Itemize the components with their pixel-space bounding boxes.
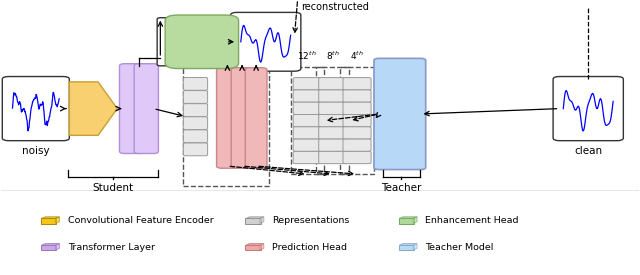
FancyBboxPatch shape	[41, 218, 56, 224]
FancyBboxPatch shape	[245, 68, 267, 168]
FancyBboxPatch shape	[343, 102, 371, 114]
FancyBboxPatch shape	[319, 102, 347, 114]
FancyBboxPatch shape	[183, 117, 207, 130]
FancyBboxPatch shape	[120, 64, 144, 153]
FancyBboxPatch shape	[183, 90, 207, 103]
FancyBboxPatch shape	[134, 64, 159, 153]
Bar	[291, 67, 324, 174]
Polygon shape	[413, 217, 417, 223]
Polygon shape	[413, 244, 417, 250]
FancyBboxPatch shape	[319, 90, 347, 102]
Text: Teacher: Teacher	[381, 183, 421, 193]
Polygon shape	[246, 217, 264, 218]
FancyBboxPatch shape	[293, 139, 321, 151]
FancyBboxPatch shape	[165, 15, 239, 68]
Polygon shape	[399, 244, 417, 245]
FancyBboxPatch shape	[553, 76, 623, 141]
FancyBboxPatch shape	[319, 127, 347, 139]
FancyBboxPatch shape	[343, 78, 371, 90]
FancyBboxPatch shape	[293, 78, 321, 90]
FancyBboxPatch shape	[343, 139, 371, 151]
FancyBboxPatch shape	[319, 78, 347, 90]
FancyBboxPatch shape	[374, 58, 426, 170]
FancyBboxPatch shape	[157, 18, 208, 66]
FancyBboxPatch shape	[216, 68, 238, 168]
Text: reconstructed: reconstructed	[301, 2, 369, 12]
Text: Representations: Representations	[272, 216, 349, 225]
Text: 12$^{th}$: 12$^{th}$	[298, 50, 317, 62]
Text: 8$^{th}$: 8$^{th}$	[326, 50, 340, 62]
FancyBboxPatch shape	[293, 102, 321, 114]
Polygon shape	[399, 217, 417, 218]
FancyBboxPatch shape	[319, 139, 347, 151]
FancyBboxPatch shape	[293, 127, 321, 139]
FancyBboxPatch shape	[399, 218, 414, 224]
Text: Student: Student	[93, 183, 134, 193]
FancyBboxPatch shape	[293, 114, 321, 127]
FancyBboxPatch shape	[230, 12, 301, 71]
FancyBboxPatch shape	[319, 114, 347, 127]
Polygon shape	[260, 217, 264, 223]
FancyBboxPatch shape	[183, 104, 207, 117]
FancyBboxPatch shape	[399, 245, 414, 250]
Text: Enhancement Head: Enhancement Head	[426, 216, 519, 225]
Polygon shape	[56, 244, 60, 250]
Text: 4$^{th}$: 4$^{th}$	[350, 50, 364, 62]
FancyBboxPatch shape	[343, 90, 371, 102]
Polygon shape	[42, 244, 60, 245]
FancyBboxPatch shape	[245, 218, 260, 224]
Text: Transformer Layer: Transformer Layer	[68, 243, 155, 252]
FancyBboxPatch shape	[319, 151, 347, 164]
Bar	[182, 66, 269, 186]
Polygon shape	[246, 244, 264, 245]
Text: Teacher Model: Teacher Model	[426, 243, 493, 252]
FancyBboxPatch shape	[343, 114, 371, 127]
Text: Prediction Head: Prediction Head	[272, 243, 347, 252]
Polygon shape	[69, 82, 117, 135]
Bar	[340, 67, 374, 174]
FancyBboxPatch shape	[183, 143, 207, 156]
FancyBboxPatch shape	[183, 78, 207, 90]
FancyBboxPatch shape	[41, 245, 56, 250]
FancyBboxPatch shape	[343, 151, 371, 164]
FancyBboxPatch shape	[231, 68, 253, 168]
Text: noisy: noisy	[22, 146, 50, 156]
Text: clean: clean	[574, 146, 602, 156]
Polygon shape	[56, 217, 60, 223]
Polygon shape	[260, 244, 264, 250]
FancyBboxPatch shape	[245, 245, 260, 250]
FancyBboxPatch shape	[343, 127, 371, 139]
FancyBboxPatch shape	[3, 76, 69, 141]
FancyBboxPatch shape	[293, 151, 321, 164]
Polygon shape	[42, 217, 60, 218]
Bar	[316, 67, 349, 174]
FancyBboxPatch shape	[183, 130, 207, 143]
Text: Convolutional Feature Encoder: Convolutional Feature Encoder	[68, 216, 214, 225]
FancyBboxPatch shape	[293, 90, 321, 102]
